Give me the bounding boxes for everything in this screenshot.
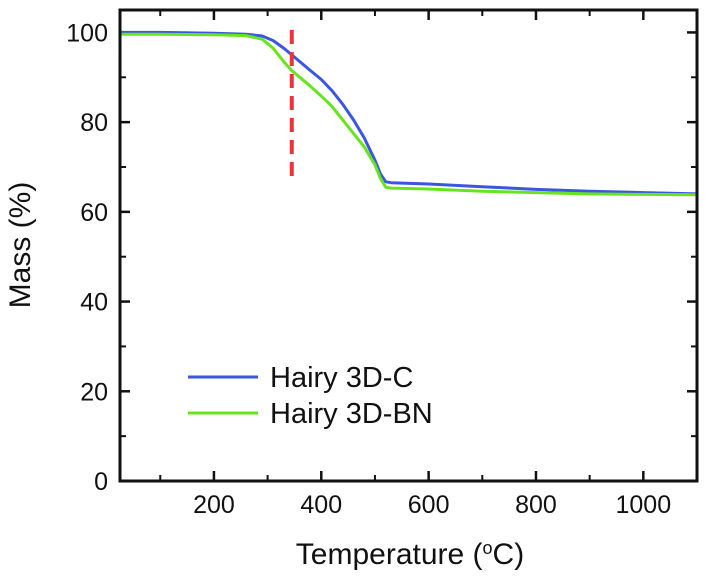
x-tick-label: 200	[193, 491, 235, 519]
x-axis-title: Temperature (oC)	[296, 538, 524, 571]
series-layer	[120, 30, 698, 197]
series-line-hairy-3d-bn	[120, 32, 698, 197]
x-axis-title-prefix: Temperature (	[296, 538, 483, 571]
x-tick-label: 800	[515, 491, 557, 519]
y-tick-label: 20	[80, 378, 108, 406]
tick-labels-layer: 200 400 600 800 1000 0 20 40 60 80 100	[66, 19, 671, 519]
y-tick-label: 60	[80, 199, 108, 227]
y-tick-label: 80	[80, 109, 108, 137]
legend: Hairy 3D-C Hairy 3D-BN	[188, 362, 433, 430]
x-tick-label: 400	[300, 491, 342, 519]
x-tick-label: 600	[408, 491, 450, 519]
legend-label-hairy-3d-bn: Hairy 3D-BN	[270, 398, 433, 430]
x-axis-title-suffix: C)	[493, 538, 525, 571]
plot-frame	[118, 8, 699, 483]
x-tick-label: 1000	[616, 491, 672, 519]
y-tick-label: 0	[94, 468, 108, 496]
x-axis-title-degree: o	[483, 538, 493, 558]
legend-label-hairy-3d-c: Hairy 3D-C	[270, 362, 413, 394]
y-tick-label: 40	[80, 289, 108, 317]
y-tick-label: 100	[66, 19, 108, 47]
y-axis-title: Mass (%)	[4, 182, 37, 309]
series-line-hairy-3d-c	[120, 30, 698, 196]
